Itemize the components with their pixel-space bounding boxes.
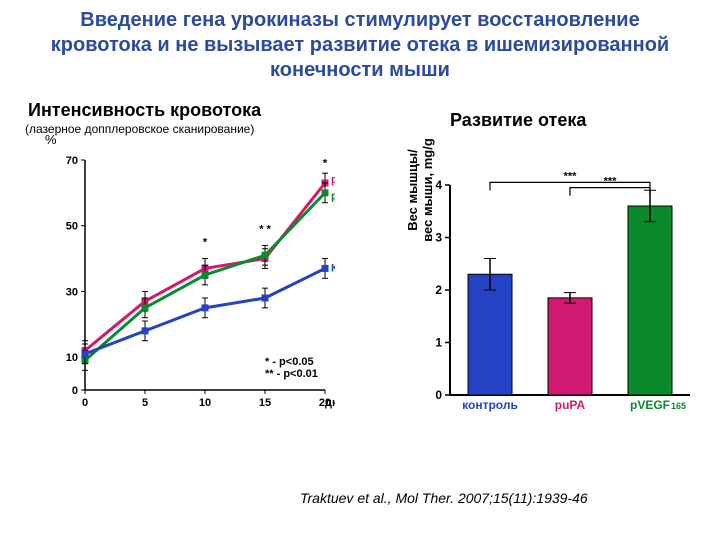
- series-label: puPA Корвиан: [331, 174, 335, 186]
- svg-text:4: 4: [435, 178, 442, 192]
- citation: Traktuev et al., Mol Ther. 2007;15(11):1…: [300, 490, 588, 506]
- series-label: pVEGF Юпикор: [331, 190, 335, 202]
- right-chart-heading: Развитие отека: [450, 110, 586, 131]
- svg-text:*: *: [203, 236, 208, 248]
- left-chart-heading: Интенсивность кровотока: [28, 100, 261, 121]
- left-chart-subheading: (лазерное допплеровское сканирование): [25, 122, 254, 136]
- svg-text:* - p<0.05: * - p<0.05: [265, 356, 314, 368]
- bar-chart: 0 1 2 3 4 контроль puPA pVEGF165 *** ***: [420, 155, 700, 425]
- slide-title: Введение гена урокиназы стимулирует восс…: [30, 8, 690, 83]
- svg-text:pVEGF: pVEGF: [630, 398, 670, 412]
- svg-text:0: 0: [435, 388, 442, 402]
- left-chart-yunit: %: [45, 132, 57, 147]
- svg-text:30: 30: [66, 286, 78, 298]
- svg-text:контроль: контроль: [462, 398, 518, 412]
- svg-text:50: 50: [66, 221, 78, 233]
- svg-text:5: 5: [142, 397, 148, 409]
- svg-text:0: 0: [72, 385, 78, 397]
- svg-text:165: 165: [671, 401, 686, 411]
- svg-text:дни: дни: [325, 397, 335, 409]
- svg-text:2: 2: [435, 283, 442, 297]
- svg-text:***: ***: [564, 170, 578, 182]
- svg-text:*: *: [323, 158, 328, 170]
- svg-text:***: ***: [604, 176, 618, 188]
- svg-text:** - p<0.01: ** - p<0.01: [265, 368, 318, 380]
- svg-text:1: 1: [435, 336, 442, 350]
- svg-text:3: 3: [435, 231, 442, 245]
- svg-text:10: 10: [199, 397, 211, 409]
- svg-text:15: 15: [259, 397, 271, 409]
- svg-text:0: 0: [82, 397, 88, 409]
- svg-text:puPA: puPA: [555, 398, 586, 412]
- series-label: Контроль: [331, 263, 335, 275]
- line-chart: 01030507005101520дни** **puPA КорвианpVE…: [55, 150, 335, 420]
- svg-text:* *: * *: [259, 223, 271, 235]
- svg-text:10: 10: [66, 352, 78, 364]
- svg-text:70: 70: [66, 155, 78, 167]
